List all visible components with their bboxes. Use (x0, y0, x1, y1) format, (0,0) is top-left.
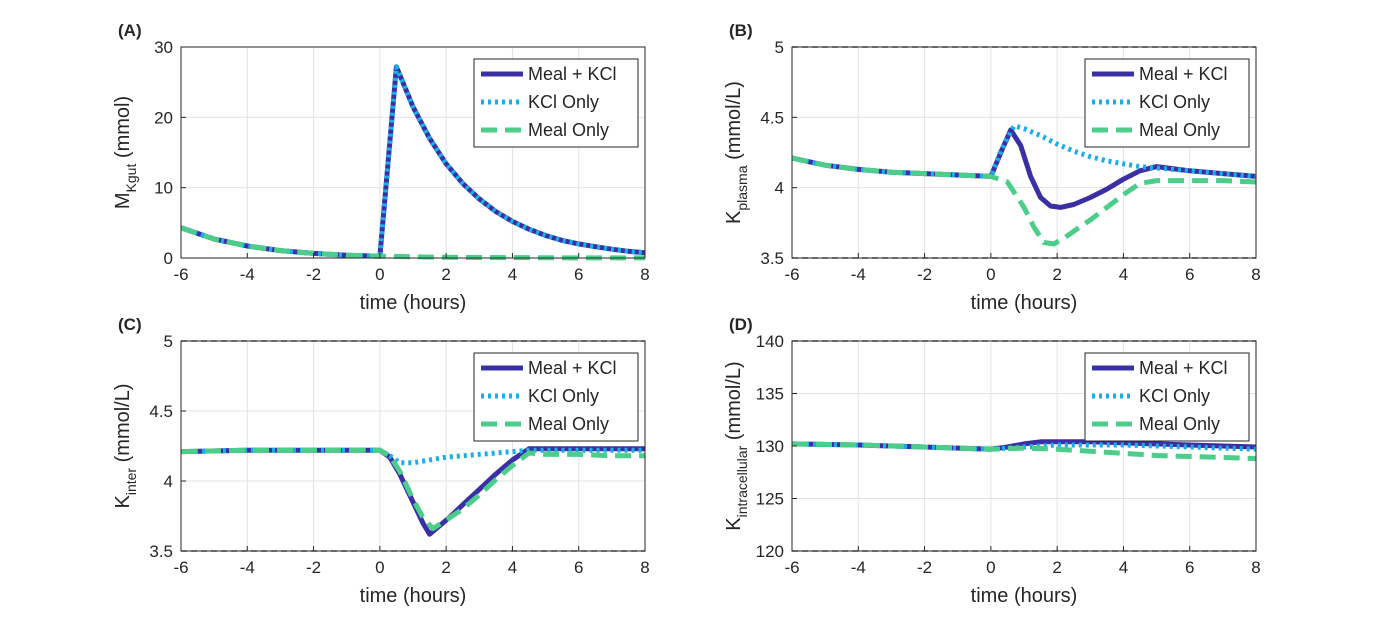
chart-panel-a: -6 -4 -2 0 2 4 6 8 0 10 20 30 time (hours) MKgut (mmo… (112, 21, 650, 314)
x-axis-label: time (hours) (971, 292, 1078, 314)
legend: Meal + KCl KCl Only Meal Only (1084, 352, 1250, 442)
legend-entry: Meal + KCl (528, 64, 617, 84)
legend: Meal + KCl KCl Only Meal Only (473, 352, 639, 442)
legend-entry: Meal + KCl (1139, 358, 1228, 378)
x-tick-label: 0 (986, 265, 995, 284)
y-tick-label: 4 (164, 472, 173, 491)
x-tick-label: 2 (441, 558, 450, 577)
legend-entry: KCl Only (528, 92, 599, 112)
x-tick-label: 2 (441, 265, 450, 284)
x-tick-label: 6 (574, 265, 583, 284)
x-tick-label: 8 (640, 558, 649, 577)
y-tick-label: 30 (154, 38, 173, 57)
x-tick-label: -2 (306, 558, 321, 577)
y-tick-label: 140 (756, 332, 784, 351)
x-axis-label: time (hours) (360, 585, 467, 607)
legend: Meal + KCl KCl Only Meal Only (1084, 58, 1250, 148)
x-tick-label: 0 (986, 558, 995, 577)
axes-box (180, 46, 646, 259)
x-tick-label: -2 (306, 265, 321, 284)
y-tick-label: 0 (164, 249, 173, 268)
series-group (181, 64, 645, 261)
y-tick-label: 3.5 (760, 249, 784, 268)
x-tick-label: -6 (784, 558, 799, 577)
x-tick-label: 8 (1251, 558, 1260, 577)
x-tick-label: -6 (173, 558, 188, 577)
x-tick-label: -2 (917, 558, 932, 577)
series-line-meal-only (792, 155, 1256, 247)
x-tick-label: 2 (1052, 558, 1061, 577)
x-tick-label: 8 (1251, 265, 1260, 284)
panel-label: (A) (118, 21, 142, 40)
y-tick-label: 4.5 (760, 108, 784, 127)
x-tick-label: 8 (640, 265, 649, 284)
x-tick-label: 6 (1185, 558, 1194, 577)
y-axis-label: Kintracellular (mmol/L) (723, 361, 750, 530)
legend-entry: KCl Only (528, 386, 599, 406)
series-line-meal-only (792, 441, 1256, 462)
y-tick-label: 10 (154, 179, 173, 198)
x-tick-label: -4 (851, 558, 866, 577)
chart-panel-d: -6 -4 -2 0 2 4 6 8 120 125 130 135 140 time (hours) Ki… (723, 315, 1261, 607)
series-line-meal-only (181, 447, 645, 532)
series-group (792, 439, 1256, 462)
series-line-kcl-only (181, 64, 645, 259)
x-axis-label: time (hours) (360, 292, 467, 314)
series-group (792, 123, 1256, 247)
panel-label: (C) (118, 315, 142, 334)
y-tick-label: 125 (756, 490, 784, 509)
x-tick-label: -6 (784, 265, 799, 284)
y-tick-label: 4 (775, 179, 784, 198)
x-tick-label: 0 (375, 265, 384, 284)
panel-label: (B) (729, 21, 753, 40)
x-tick-label: 6 (574, 558, 583, 577)
series-group (181, 446, 645, 537)
panel-label: (D) (729, 315, 753, 334)
legend-entry: Meal Only (1139, 414, 1220, 434)
y-tick-label: 20 (154, 108, 173, 127)
x-tick-label: -4 (851, 265, 866, 284)
legend-entry: KCl Only (1139, 386, 1210, 406)
x-tick-label: 6 (1185, 265, 1194, 284)
y-axis-label: Kinter (mmol/L) (112, 383, 139, 508)
y-tick-label: 130 (756, 437, 784, 456)
x-tick-label: 0 (375, 558, 384, 577)
axes-box (791, 46, 1257, 259)
x-tick-label: 2 (1052, 265, 1061, 284)
legend-entry: Meal Only (1139, 120, 1220, 140)
y-axis-label: MKgut (mmol) (112, 96, 139, 209)
chart-panel-b: -6 -4 -2 0 2 4 6 8 3.5 4 4.5 5 time (hours) Kplasma (… (723, 21, 1261, 314)
x-tick-label: 4 (1119, 265, 1128, 284)
y-tick-label: 4.5 (149, 402, 173, 421)
x-tick-label: -2 (917, 265, 932, 284)
y-tick-label: 120 (756, 542, 784, 561)
y-tick-label: 135 (756, 385, 784, 404)
x-axis-label: time (hours) (971, 585, 1078, 607)
x-tick-label: 4 (508, 265, 517, 284)
y-tick-label: 5 (775, 38, 784, 57)
axes-box (180, 340, 646, 552)
x-tick-label: 4 (508, 558, 517, 577)
y-tick-label: 5 (164, 332, 173, 351)
chart-panel-c: -6 -4 -2 0 2 4 6 8 3.5 4 4.5 5 time (hours) Kinter (m… (112, 315, 650, 607)
legend-entry: Meal Only (528, 414, 609, 434)
legend-entry: KCl Only (1139, 92, 1210, 112)
series-line-kcl-only (792, 123, 1256, 179)
x-tick-label: -6 (173, 265, 188, 284)
legend-entry: Meal + KCl (528, 358, 617, 378)
legend-entry: Meal Only (528, 120, 609, 140)
series-line-meal-only (181, 225, 645, 261)
series-line-kcl-only (792, 441, 1256, 452)
legend-entry: Meal + KCl (1139, 64, 1228, 84)
y-axis-label: Kplasma (mmol/L) (723, 81, 750, 224)
x-tick-label: 4 (1119, 558, 1128, 577)
x-tick-label: -4 (240, 265, 255, 284)
y-tick-label: 3.5 (149, 542, 173, 561)
legend: Meal + KCl KCl Only Meal Only (473, 58, 639, 148)
x-tick-label: -4 (240, 558, 255, 577)
